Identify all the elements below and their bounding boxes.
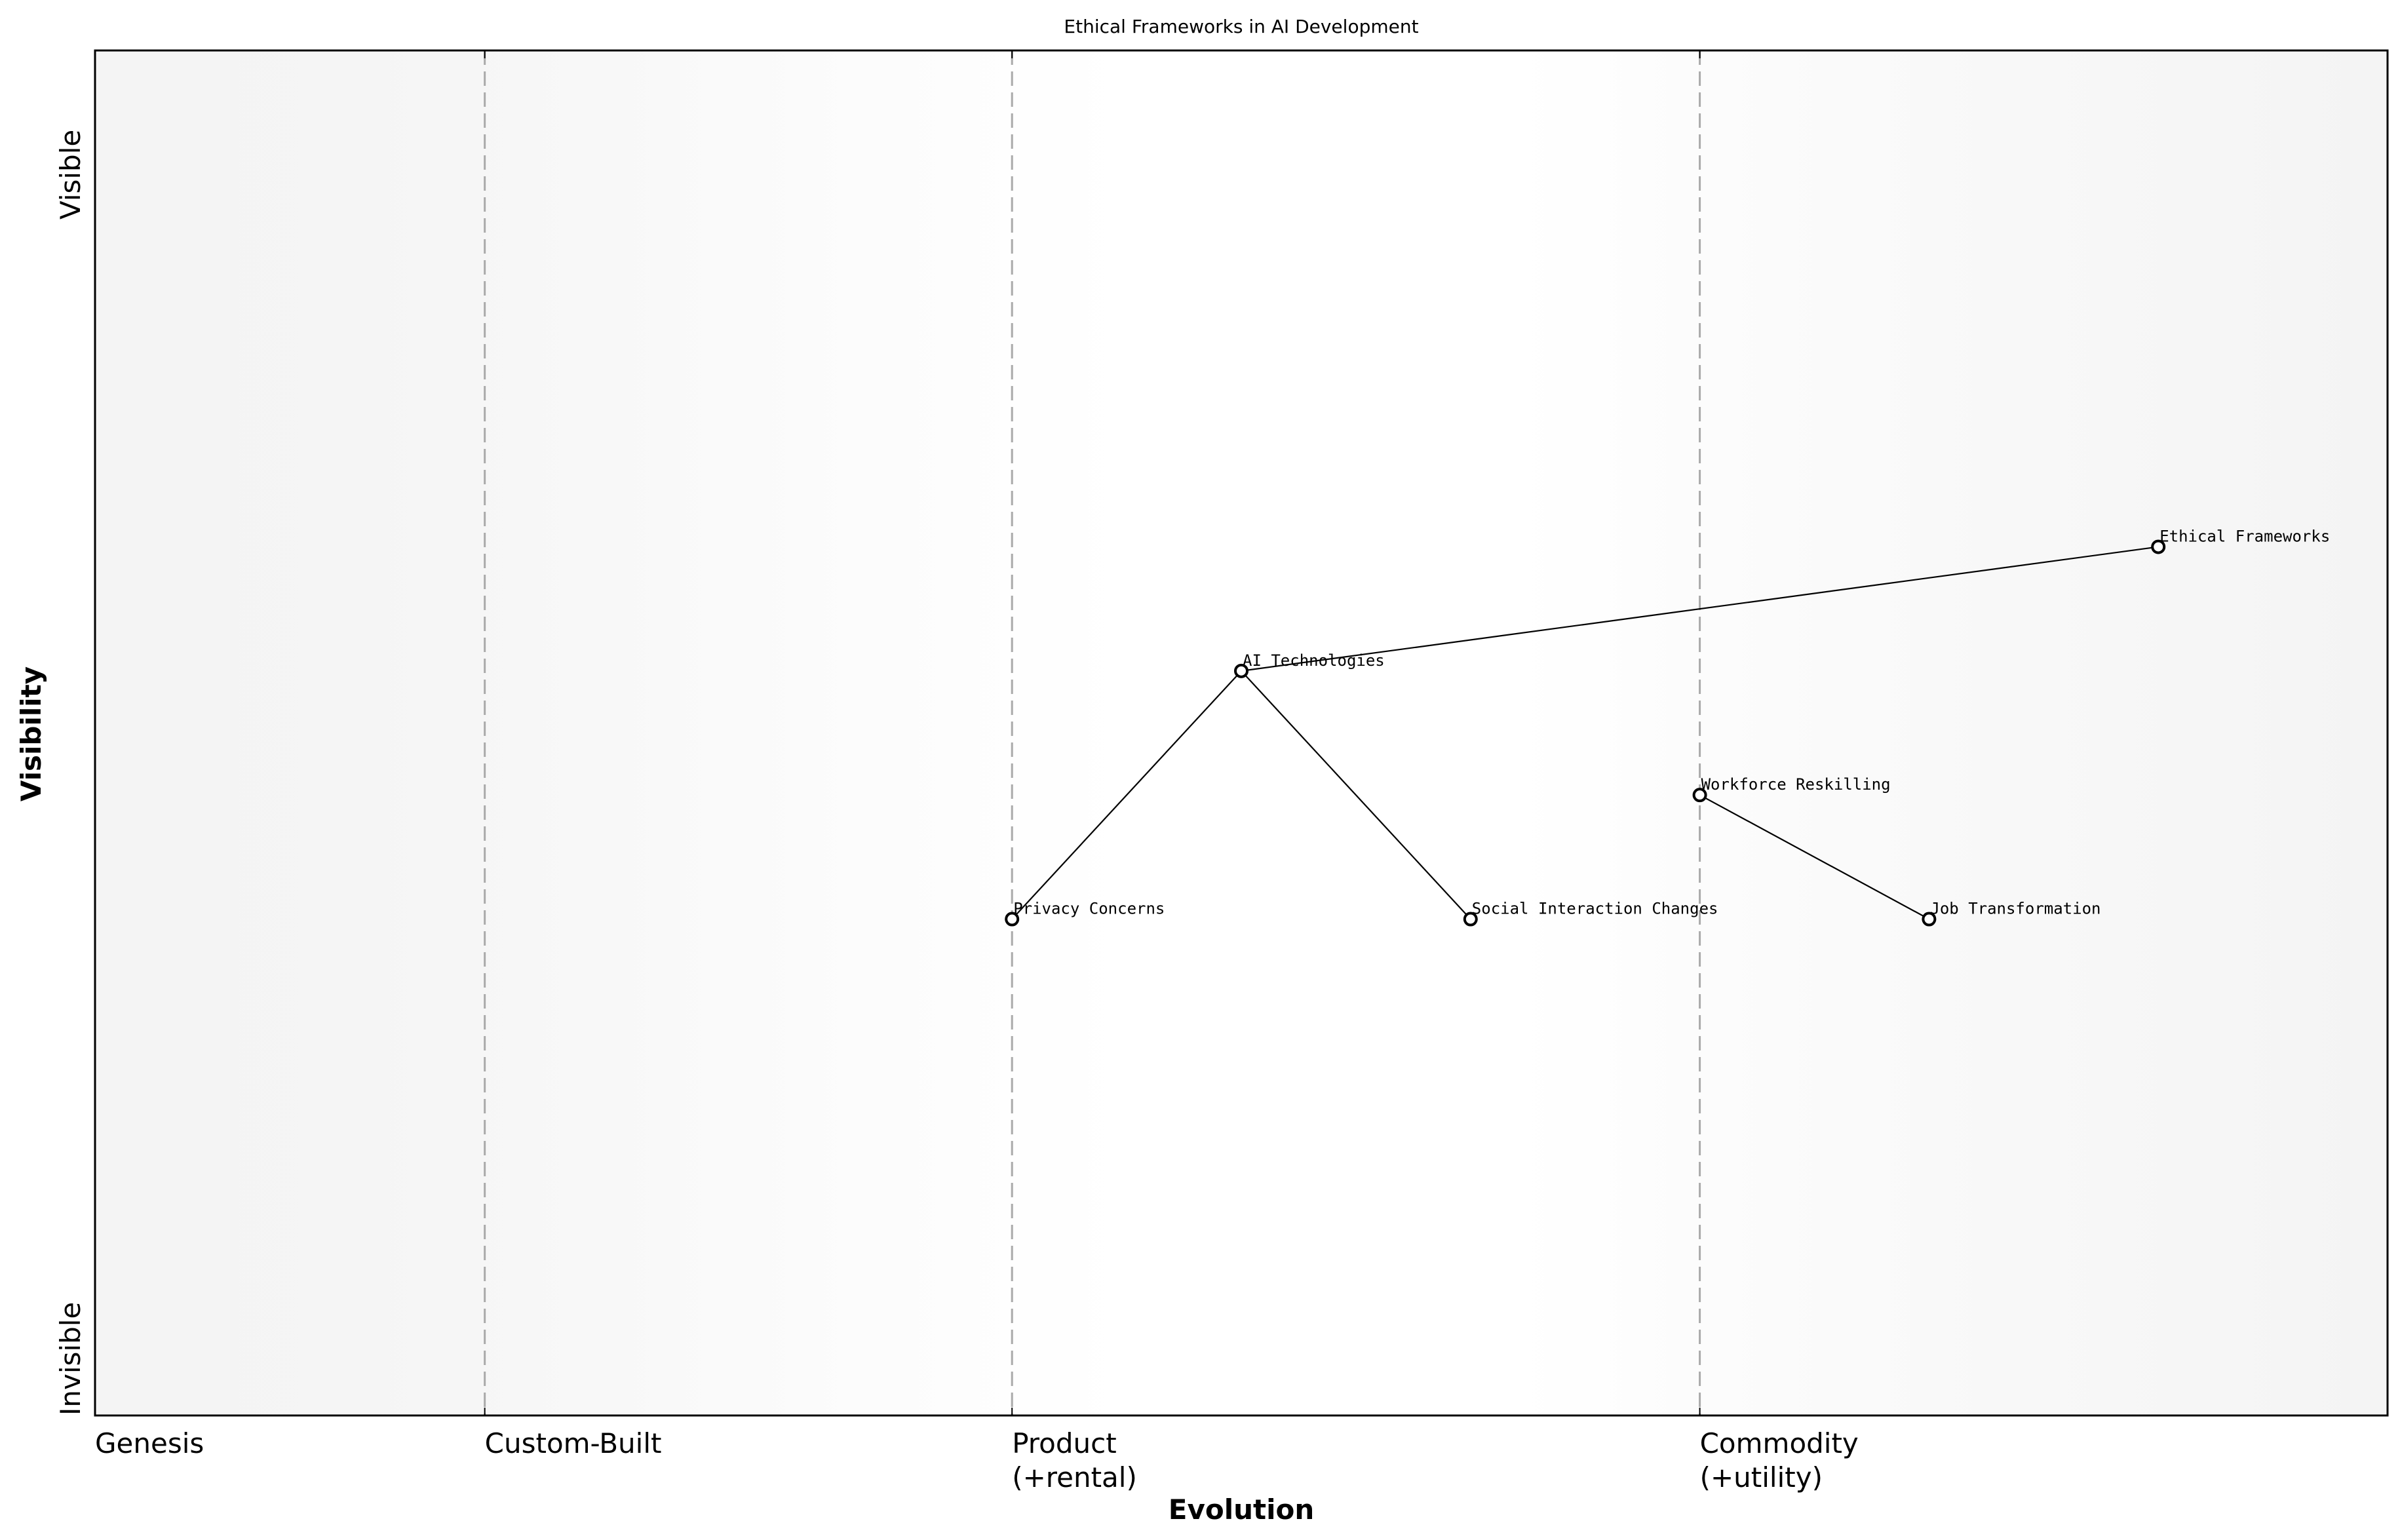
dependency-link: [1241, 546, 2159, 672]
node-label: Ethical Frameworks: [2159, 527, 2330, 545]
node-marker-icon: [1005, 912, 1020, 927]
plot-background: [95, 50, 2388, 1415]
dependency-link: [1011, 670, 1242, 920]
node-marker-icon: [2151, 539, 2166, 554]
x-stage-label: Product (+rental): [1012, 1427, 1137, 1493]
y-axis-tick-labels: Invisible Visible: [54, 130, 87, 1415]
component-nodes: AI Technologies Privacy Concerns Social In…: [1005, 527, 2330, 927]
node-marker-icon: [1692, 788, 1707, 803]
component-node: Workforce Reskilling: [1692, 775, 1891, 803]
y-axis-label: Visibility: [15, 666, 47, 801]
node-label: Privacy Concerns: [1013, 900, 1165, 918]
x-stage-label: Custom-Built: [485, 1427, 662, 1459]
x-axis-label: Evolution: [1169, 1493, 1314, 1526]
stage-dividers: [484, 50, 1701, 1415]
node-marker-icon: [1234, 663, 1248, 678]
x-stage-label: Genesis: [95, 1427, 204, 1459]
chart-title: Ethical Frameworks in AI Development: [1064, 16, 1418, 37]
component-node: AI Technologies: [1234, 651, 1385, 678]
node-label: AI Technologies: [1243, 651, 1385, 670]
node-label: Workforce Reskilling: [1701, 775, 1891, 794]
x-stage-label: Commodity (+utility): [1700, 1427, 1859, 1493]
component-node: Social Interaction Changes: [1463, 900, 1718, 927]
component-node: Ethical Frameworks: [2151, 527, 2330, 554]
node-marker-icon: [1463, 912, 1478, 927]
y-tick-label: Visible: [54, 130, 87, 220]
node-label: Social Interaction Changes: [1472, 900, 1718, 918]
node-label: Job Transformation: [1930, 900, 2100, 918]
plot-frame: [94, 49, 2389, 1417]
x-axis-stage-labels: Genesis Custom-Built Product (+rental) Commo…: [95, 1427, 1859, 1493]
dependency-link: [1241, 670, 1471, 920]
y-tick-label: Invisible: [54, 1302, 87, 1415]
dependency-link: [1699, 794, 1929, 920]
component-node: Privacy Concerns: [1005, 900, 1165, 927]
component-node: Job Transformation: [1922, 900, 2100, 927]
dependency-links: [1011, 546, 2159, 920]
node-marker-icon: [1922, 912, 1937, 927]
